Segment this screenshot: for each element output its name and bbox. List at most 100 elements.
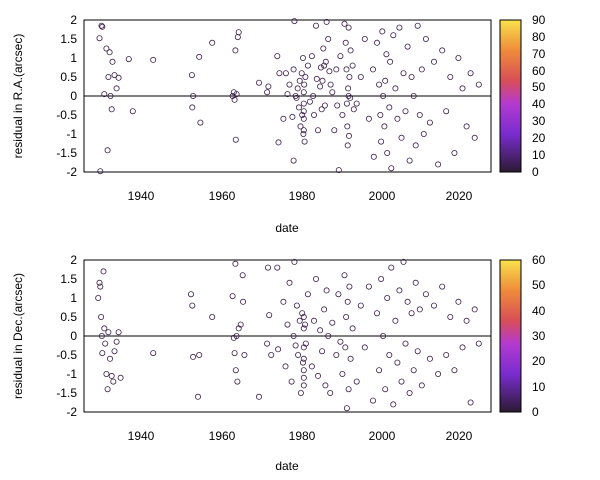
- ra-data-point: [321, 62, 328, 69]
- ra-data-point: [394, 115, 401, 122]
- ra-data-point: [255, 79, 262, 86]
- dec-y-tick-label: 0.5: [60, 310, 77, 324]
- ra-data-point: [290, 66, 297, 73]
- dec-data-point: [111, 348, 118, 355]
- dec-data-point: [357, 302, 364, 309]
- dec-data-point: [103, 370, 110, 377]
- ra-data-point: [189, 104, 196, 111]
- ra-x-tick-label: 1960: [209, 189, 236, 203]
- ra-colorbar-tick-label: 0: [532, 165, 539, 179]
- ra-data-point: [300, 130, 307, 137]
- ra-colorbar-gradient: [499, 19, 522, 173]
- ra-data-point: [264, 89, 271, 96]
- ra-data-point: [343, 66, 350, 73]
- ra-data-point: [190, 93, 197, 100]
- ra-data-point: [317, 64, 324, 71]
- ra-colorbar-tick-label: 90: [532, 13, 546, 27]
- dec-x-ticks: 1940 1960 1980 2000 2020: [128, 429, 473, 443]
- ra-data-point: [106, 49, 113, 56]
- dec-data-point: [430, 302, 437, 309]
- ra-data-point: [459, 85, 466, 92]
- ra-data-point: [414, 22, 421, 29]
- ra-data-point: [325, 36, 332, 43]
- ra-data-point: [341, 20, 348, 27]
- ra-data-point: [98, 22, 105, 29]
- ra-data-point: [300, 127, 307, 134]
- ra-data-point: [300, 100, 307, 107]
- dec-colorbar-tick-label: 20: [532, 354, 546, 368]
- dec-data-point: [317, 327, 324, 334]
- ra-data-point: [308, 53, 315, 60]
- ra-data-point: [314, 127, 321, 134]
- dec-data-point: [189, 302, 196, 309]
- ra-data-point: [396, 24, 403, 31]
- ra-data-point: [302, 74, 309, 81]
- dec-data-point: [386, 351, 393, 358]
- ra-data-point: [416, 112, 423, 119]
- ra-y-tick-label: 0.5: [60, 70, 77, 84]
- ra-data-point: [447, 74, 454, 81]
- dec-colorbar-tick-label: 50: [532, 278, 546, 292]
- dec-data-point: [302, 340, 309, 347]
- dec-data-point: [300, 355, 307, 362]
- ra-data-point: [300, 89, 307, 96]
- ra-y-axis-label: residual in R.A.(arcsec): [11, 34, 25, 159]
- dec-data-point: [237, 321, 244, 328]
- ra-data-point: [301, 81, 308, 88]
- dec-data-point: [426, 355, 433, 362]
- dec-data-point: [232, 367, 239, 374]
- ra-data-point: [274, 53, 281, 60]
- dec-data-point: [343, 313, 350, 320]
- dec-data-point: [353, 378, 360, 385]
- dec-data-point: [373, 310, 380, 317]
- ra-y-tick-label: -1.5: [56, 146, 77, 160]
- dec-data-point: [108, 372, 115, 379]
- dec-data-point: [343, 405, 350, 412]
- ra-data-point: [333, 66, 340, 73]
- dec-data-point: [233, 332, 240, 339]
- dec-data-point: [410, 367, 417, 374]
- ra-data-point: [317, 83, 324, 90]
- dec-data-point: [234, 378, 241, 385]
- ra-data-point: [96, 35, 103, 42]
- ra-data-point: [382, 77, 389, 84]
- dec-data-point: [96, 279, 103, 286]
- dec-data-point: [232, 260, 239, 267]
- ra-data-point: [380, 93, 387, 100]
- dec-data-point: [194, 393, 201, 400]
- ra-data-point: [294, 85, 301, 92]
- ra-data-point: [293, 94, 300, 101]
- dec-data-point: [471, 306, 478, 313]
- dec-chart: 2 1.5 1 0.5 0 -0.5 -1 -1.5 -2 1940 1960 …: [11, 253, 546, 473]
- ra-data-point: [383, 51, 390, 58]
- ra-data-point: [323, 18, 330, 25]
- dec-colorbar: 60 50 40 30 20 10 0: [499, 253, 546, 419]
- dec-data-point: [400, 258, 407, 265]
- ra-data-point: [342, 39, 349, 46]
- dec-data-point: [297, 389, 304, 396]
- ra-data-point: [300, 115, 307, 122]
- ra-data-point: [286, 81, 293, 88]
- ra-data-point: [318, 106, 325, 113]
- ra-data-point: [107, 93, 114, 100]
- ra-data-point: [350, 106, 357, 113]
- ra-data-point: [289, 113, 296, 120]
- ra-data-point: [301, 138, 308, 145]
- ra-data-point: [196, 53, 203, 60]
- ra-data-point: [418, 66, 425, 73]
- ra-data-point: [231, 96, 238, 103]
- dec-y-tick-label: 2: [70, 253, 77, 267]
- dec-data-point: [319, 348, 326, 355]
- dec-data-point: [110, 378, 117, 385]
- ra-data-point: [347, 94, 354, 101]
- dec-y-tick-label: -1.5: [56, 386, 77, 400]
- ra-data-point: [345, 24, 352, 31]
- dec-data-point: [376, 367, 383, 374]
- ra-data-point: [345, 85, 352, 92]
- ra-data-point: [430, 58, 437, 65]
- dec-x-axis-label: date: [275, 459, 299, 473]
- dec-data-point: [113, 338, 120, 345]
- dec-data-point: [416, 306, 423, 313]
- dec-data-point: [209, 313, 216, 320]
- dec-data-point: [231, 350, 238, 357]
